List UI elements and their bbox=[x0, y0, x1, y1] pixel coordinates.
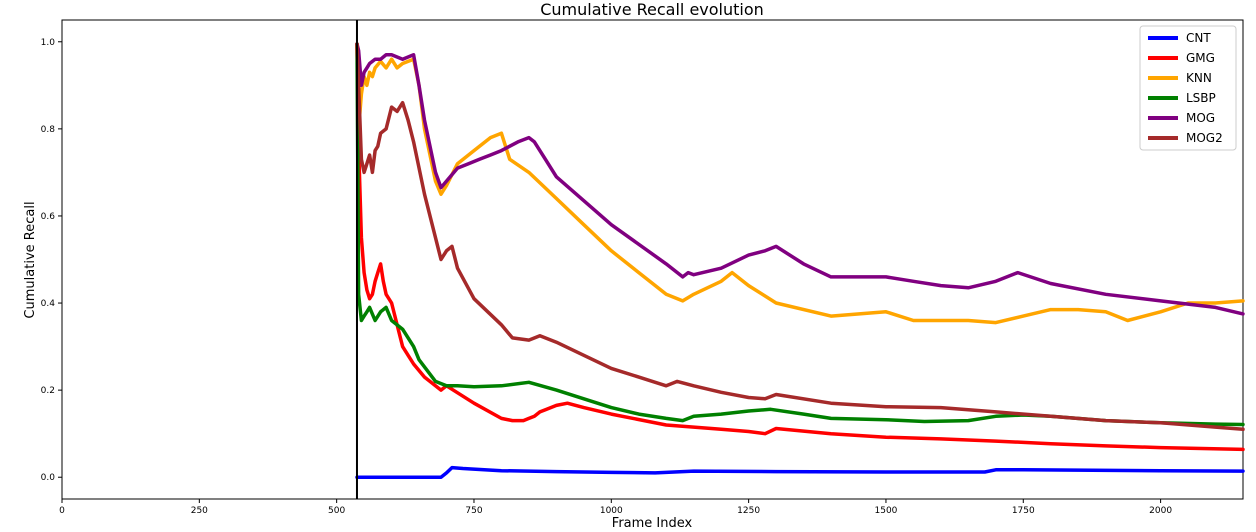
y-tick-label: 0.4 bbox=[41, 299, 56, 309]
series-line-mog bbox=[355, 42, 1245, 316]
x-tick-label: 1750 bbox=[1012, 506, 1035, 516]
chart-title: Cumulative Recall evolution bbox=[540, 0, 764, 19]
y-axis: 0.0 0.2 0.4 0.6 0.8 1.0 bbox=[41, 38, 62, 483]
series-line-lsbp bbox=[355, 42, 1245, 427]
y-axis-title: Cumulative Recall bbox=[23, 201, 38, 318]
x-tick-label: 1500 bbox=[875, 506, 898, 516]
y-tick-label: 1.0 bbox=[41, 38, 56, 48]
y-tick-label: 0.8 bbox=[41, 125, 56, 135]
y-tick-label: 0.6 bbox=[41, 212, 56, 222]
x-tick-label: 500 bbox=[328, 506, 345, 516]
series-line-knn bbox=[355, 42, 1245, 325]
legend-label-cnt: CNT bbox=[1186, 31, 1211, 45]
series-line-cnt bbox=[355, 465, 1245, 479]
y-tick-label: 0.2 bbox=[41, 386, 55, 396]
x-axis-title: Frame Index bbox=[612, 516, 693, 531]
x-tick-label: 2000 bbox=[1149, 506, 1172, 516]
legend-label-mog: MOG bbox=[1186, 111, 1215, 125]
legend-label-gmg: GMG bbox=[1186, 51, 1215, 65]
x-tick-label: 750 bbox=[465, 506, 482, 516]
legend-label-mog2: MOG2 bbox=[1186, 131, 1223, 145]
x-tick-label: 1250 bbox=[737, 506, 760, 516]
x-axis: 0 250 500 750 1000 1250 1500 1750 2000 bbox=[59, 499, 1172, 516]
series-line-mog2 bbox=[355, 42, 1245, 432]
x-tick-label: 1000 bbox=[600, 506, 623, 516]
x-tick-label: 250 bbox=[191, 506, 208, 516]
legend-items: CNT GMG KNN LSBP MOG MOG2 bbox=[1148, 31, 1223, 145]
y-tick-label: 0.0 bbox=[41, 473, 56, 483]
plot-frame bbox=[61, 19, 1244, 500]
legend-label-lsbp: LSBP bbox=[1186, 91, 1216, 105]
series-line-gmg bbox=[355, 42, 1245, 452]
series-layer bbox=[355, 42, 1245, 479]
x-tick-label: 0 bbox=[59, 506, 65, 516]
legend: CNT GMG KNN LSBP MOG MOG2 bbox=[1139, 25, 1237, 151]
plot-area bbox=[61, 19, 1245, 500]
legend-label-knn: KNN bbox=[1186, 71, 1212, 85]
